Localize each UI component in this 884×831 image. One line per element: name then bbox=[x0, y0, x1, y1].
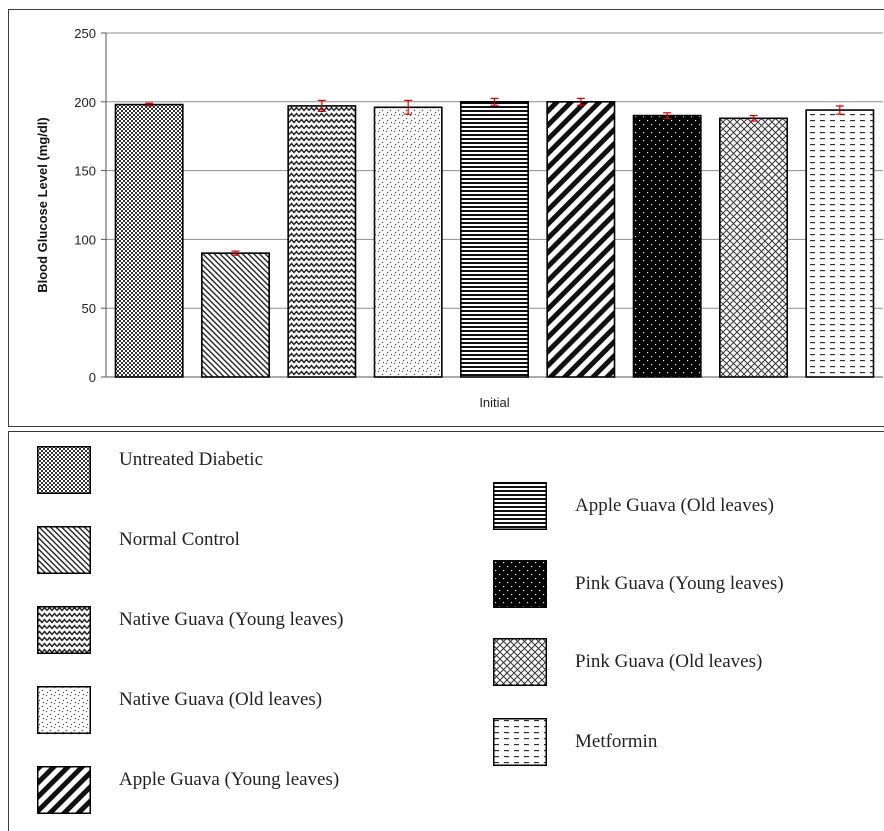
error-bar bbox=[404, 99, 413, 115]
error-bar bbox=[663, 112, 672, 119]
legend-label: Pink Guava (Old leaves) bbox=[575, 651, 763, 672]
error-bar bbox=[576, 97, 585, 106]
legend-swatch bbox=[493, 560, 547, 608]
bar-native-guava-young-leaves bbox=[287, 105, 357, 378]
legend-label: Apple Guava (Old leaves) bbox=[575, 495, 774, 516]
legend-item: Normal Control bbox=[37, 526, 240, 574]
legend-label: Native Guava (Old leaves) bbox=[119, 689, 323, 710]
legend-label: Normal Control bbox=[119, 529, 240, 550]
error-bar bbox=[749, 114, 758, 122]
bar-pink-guava-young-leaves bbox=[632, 114, 702, 378]
legend-label: Pink Guava (Young leaves) bbox=[575, 573, 784, 594]
legend-swatch bbox=[37, 526, 91, 574]
legend-swatch bbox=[37, 766, 91, 814]
bar-metformin bbox=[805, 109, 875, 378]
error-bar bbox=[145, 102, 154, 107]
x-axis-label: Initial bbox=[479, 395, 509, 410]
legend-swatch bbox=[37, 686, 91, 734]
bar-pink-guava-old-leaves bbox=[719, 117, 788, 378]
legend-item: Apple Guava (Young leaves) bbox=[37, 766, 339, 814]
legend-item: Native Guava (Old leaves) bbox=[37, 686, 322, 734]
bar-normal-control bbox=[201, 252, 270, 378]
legend-item: Untreated Diabetic bbox=[37, 446, 263, 494]
error-bars bbox=[145, 97, 844, 256]
bar-apple-guava-young-leaves bbox=[546, 101, 616, 378]
legend-item: Pink Guava (Old leaves) bbox=[493, 638, 762, 686]
legend-swatch bbox=[493, 482, 547, 530]
y-tick-label: 100 bbox=[74, 232, 96, 247]
legend-item: Apple Guava (Old leaves) bbox=[493, 482, 774, 530]
y-axis-label: Blood Glucose Level (mg/dl) bbox=[35, 117, 50, 293]
legend-label: Apple Guava (Young leaves) bbox=[119, 769, 340, 790]
error-bar bbox=[835, 105, 844, 115]
legend-item: Pink Guava (Young leaves) bbox=[493, 560, 784, 608]
legend-panel: Untreated Diabetic Normal Control Native G… bbox=[8, 431, 884, 831]
legend-item: Native Guava (Young leaves) bbox=[37, 606, 343, 654]
y-tick-label: 0 bbox=[89, 370, 96, 385]
error-bar bbox=[490, 97, 499, 106]
bar-chart: 0 50 100 150 200 250 Blood Glucose Level (mg/… bbox=[35, 26, 883, 410]
legend-label: Untreated Diabetic bbox=[119, 449, 264, 470]
bar-apple-guava-old-leaves bbox=[460, 101, 529, 378]
legend-label: Metformin bbox=[575, 731, 658, 752]
legend-swatch bbox=[493, 638, 547, 686]
legend-item: Metformin bbox=[493, 718, 657, 766]
legend-swatch bbox=[37, 606, 91, 654]
bars bbox=[114, 101, 875, 378]
error-bar bbox=[231, 250, 240, 256]
bar-untreated-diabetic bbox=[114, 103, 184, 378]
bar-native-guava-old-leaves bbox=[373, 106, 443, 378]
legend-swatch bbox=[37, 446, 91, 494]
y-tick-label: 150 bbox=[74, 164, 96, 179]
error-bar bbox=[317, 99, 326, 113]
legend-label: Native Guava (Young leaves) bbox=[119, 609, 344, 630]
y-tick-label: 200 bbox=[74, 95, 96, 110]
y-tick-label: 50 bbox=[82, 301, 96, 316]
legend-swatch bbox=[493, 718, 547, 766]
chart-panel: 0 50 100 150 200 250 Blood Glucose Level (mg/… bbox=[8, 9, 884, 427]
y-tick-label: 250 bbox=[74, 26, 96, 41]
